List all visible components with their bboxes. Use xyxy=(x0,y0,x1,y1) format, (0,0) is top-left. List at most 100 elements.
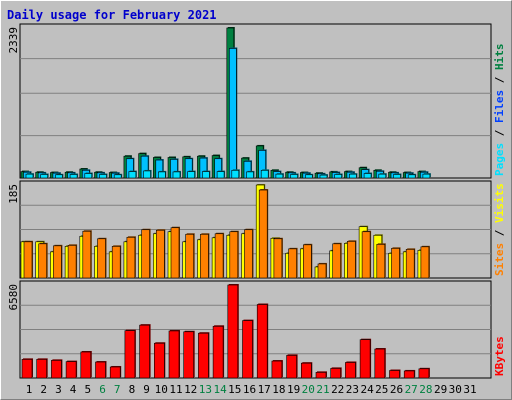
bar-sites-13 xyxy=(200,233,210,279)
legend-kbytes: KBytes xyxy=(493,336,506,376)
panel-top xyxy=(19,23,492,179)
x-tick-label: 14 xyxy=(213,383,227,396)
bar-pages-13-face xyxy=(202,171,210,179)
bar-sites-1 xyxy=(23,240,33,279)
bar-kbytes-17-face xyxy=(256,304,268,379)
bar-pages-21 xyxy=(319,174,328,179)
bar-pages-9 xyxy=(143,169,152,179)
chart-title: Daily usage for February 2021 xyxy=(7,8,217,22)
bar-pages-19-face xyxy=(290,174,298,179)
x-tick-label: 21 xyxy=(316,383,329,396)
bar-kbytes-19 xyxy=(286,354,298,379)
bar-pages-10-face xyxy=(158,171,166,179)
bar-sites-11 xyxy=(170,226,180,279)
bar-kbytes-20 xyxy=(300,362,313,379)
bar-pages-22 xyxy=(334,173,343,179)
bar-sites-28-face xyxy=(420,246,430,279)
bar-pages-19 xyxy=(290,173,299,179)
bar-sites-2 xyxy=(38,242,48,279)
bar-sites-7-face xyxy=(111,246,121,279)
bar-kbytes-18 xyxy=(271,360,283,379)
bar-sites-6 xyxy=(97,237,107,279)
bar-kbytes-9-face xyxy=(139,324,150,379)
bar-kbytes-19-face xyxy=(286,355,297,379)
x-tick-label: 26 xyxy=(390,383,403,396)
x-tick-label: 19 xyxy=(287,383,300,396)
bar-pages-14 xyxy=(216,170,226,179)
legend-separator: / xyxy=(493,223,506,243)
bar-kbytes-27 xyxy=(403,369,416,379)
bar-pages-4 xyxy=(69,173,79,179)
x-tick-label: 31 xyxy=(463,383,476,396)
bar-pages-23-face xyxy=(349,173,357,179)
bar-sites-16-face xyxy=(244,229,253,279)
bar-pages-20-face xyxy=(304,174,313,179)
bar-sites-12 xyxy=(185,233,195,279)
bar-kbytes-15-face xyxy=(227,284,239,379)
bar-sites-24-face xyxy=(361,231,371,279)
bar-pages-25 xyxy=(378,173,387,179)
x-tick-label: 20 xyxy=(302,383,315,396)
bar-pages-4-face xyxy=(69,174,78,179)
bar-kbytes-17 xyxy=(256,303,269,379)
bar-sites-20 xyxy=(302,243,313,279)
bar-pages-17-face xyxy=(260,170,269,179)
legend-sites: Sites xyxy=(493,243,506,276)
x-tick-label: 3 xyxy=(55,383,62,396)
bar-sites-9 xyxy=(141,228,151,279)
bar-kbytes-4 xyxy=(65,360,78,379)
x-tick-label: 28 xyxy=(419,383,432,396)
bar-sites-24 xyxy=(361,230,372,279)
x-tick-label: 18 xyxy=(272,383,285,396)
legend-separator: / xyxy=(493,70,506,90)
bar-pages-6-face xyxy=(99,174,107,179)
bar-kbytes-2 xyxy=(36,358,48,379)
bar-sites-20-face xyxy=(302,244,312,279)
bar-kbytes-15 xyxy=(227,284,239,379)
x-tick-label: 24 xyxy=(360,383,374,396)
bar-sites-10 xyxy=(156,229,166,279)
bar-kbytes-12-face xyxy=(183,331,194,379)
bar-pages-28-face xyxy=(422,173,431,179)
bar-pages-26 xyxy=(393,173,402,179)
bar-pages-10 xyxy=(158,170,167,179)
x-tick-label: 4 xyxy=(70,383,77,396)
bar-pages-24 xyxy=(363,172,373,179)
bar-sites-4 xyxy=(67,244,78,279)
bar-sites-27 xyxy=(405,248,416,279)
bar-pages-28 xyxy=(422,173,431,179)
bar-kbytes-12 xyxy=(183,330,195,379)
bar-sites-17-face xyxy=(258,189,268,279)
bar-sites-2-face xyxy=(38,243,48,279)
bar-sites-6-face xyxy=(97,238,106,279)
ymax-label-top: 2339 xyxy=(7,27,20,54)
x-tick-label: 17 xyxy=(258,383,271,396)
bar-pages-2-face xyxy=(40,174,49,179)
bar-sites-18 xyxy=(273,237,283,279)
bar-sites-5-face xyxy=(82,230,92,279)
bar-sites-3-face xyxy=(53,245,62,279)
ymax-label-middle: 185 xyxy=(7,184,20,204)
bar-sites-3 xyxy=(53,244,63,279)
bar-sites-7 xyxy=(111,245,122,279)
bar-pages-16 xyxy=(246,170,255,179)
bar-sites-22-face xyxy=(332,243,342,279)
bar-kbytes-25 xyxy=(374,348,386,379)
bar-pages-26-face xyxy=(393,174,401,179)
bar-pages-5-face xyxy=(84,173,93,179)
bar-kbytes-14-face xyxy=(212,325,224,379)
x-tick-label: 16 xyxy=(243,383,256,396)
x-tick-label: 10 xyxy=(155,383,168,396)
x-tick-label: 12 xyxy=(184,383,197,396)
bar-pages-8-face xyxy=(128,171,137,179)
x-tick-label: 11 xyxy=(169,383,182,396)
x-tick-label: 23 xyxy=(346,383,359,396)
bar-pages-20 xyxy=(304,173,314,179)
bar-pages-17 xyxy=(260,169,270,179)
bar-sites-23 xyxy=(347,240,357,279)
legend-visits: Visits xyxy=(493,183,506,223)
x-tick-label: 30 xyxy=(449,383,462,396)
bar-pages-27-face xyxy=(407,174,416,179)
bar-sites-19 xyxy=(288,247,298,279)
bar-sites-18-face xyxy=(273,238,283,279)
